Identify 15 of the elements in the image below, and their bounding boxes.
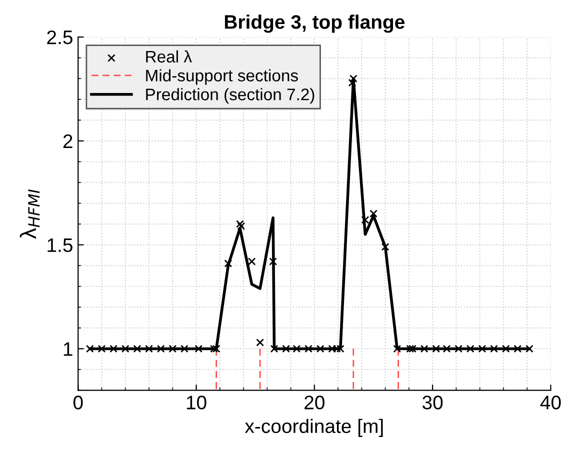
y-tick-label: 1.5 [48,238,72,252]
y-tick-label: 1 [64,342,72,356]
x-tick-label: 40 [540,396,561,410]
x-tick-label: 30 [422,396,443,410]
chart-title: Bridge 3, top flange [224,14,405,33]
x-tick-label: 10 [186,396,206,410]
legend-label: Prediction (section 7.2) [146,88,314,104]
y-axis-title: λ$_{HFMI}$ [20,189,40,239]
legend-label: Mid-support sections [146,69,298,85]
y-tick-label: 2.5 [47,30,72,44]
x-tick-label: 0 [73,396,83,410]
y-tick-label: 2 [63,134,72,148]
legend-label: Real λ [146,50,192,63]
x-axis-title: x-coordinate [m] [244,418,383,437]
x-tick-label: 20 [304,396,324,410]
